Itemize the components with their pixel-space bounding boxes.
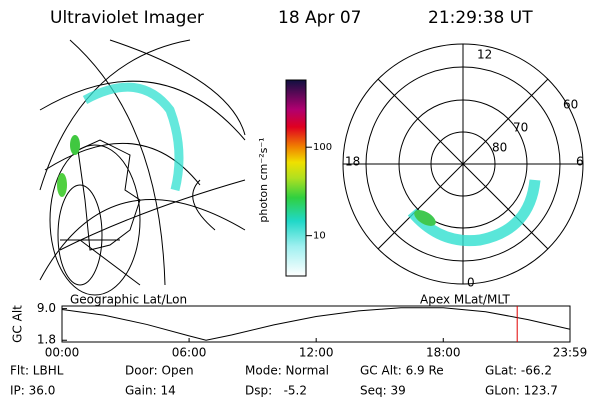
lat-label: 80: [492, 141, 507, 155]
y-tick-label: 9.0: [37, 301, 56, 315]
status-field: Gain: 14: [125, 384, 176, 398]
colorbar: [285, 79, 307, 277]
colorbar-tick-label: 100: [313, 142, 332, 153]
polar-label: Apex MLat/MLT: [420, 293, 510, 307]
y-tick-label: 1.8: [37, 333, 56, 347]
altitude-ylabel: GC Alt: [11, 305, 25, 343]
status-field: Flt: LBHL: [10, 364, 64, 378]
status-field: Mode: Normal: [245, 364, 329, 378]
lat-label: 60: [563, 98, 578, 112]
status-field: GLat: -66.2: [485, 364, 552, 378]
geo-map: [39, 39, 246, 296]
date: 18 Apr 07: [278, 8, 361, 28]
map-label: Geographic Lat/Lon: [70, 293, 187, 307]
title: Ultraviolet Imager: [50, 8, 204, 28]
mlt-label: 0: [467, 276, 475, 290]
mlt-label: 12: [477, 48, 492, 62]
polar-grid: [342, 43, 584, 285]
colorbar-label: photon cm⁻²s⁻¹: [257, 137, 270, 222]
status-field: Door: Open: [125, 364, 194, 378]
mlt-label: 6: [576, 155, 584, 169]
colorbar-tick-label: 10: [313, 231, 326, 242]
status-field: IP: 36.0: [10, 384, 55, 398]
altitude-frame: [61, 305, 571, 343]
status-field: Seq: 39: [360, 384, 406, 398]
status-field: GLon: 123.7: [485, 384, 558, 398]
lat-label: 70: [513, 121, 528, 135]
mlt-label: 18: [345, 155, 360, 169]
x-tick-label: 06:00: [172, 346, 207, 360]
time: 21:29:38 UT: [428, 8, 533, 28]
x-tick-label: 12:00: [299, 346, 334, 360]
status-field: GC Alt: 6.9 Re: [360, 364, 444, 378]
altitude-line: [61, 307, 571, 341]
x-tick-label: 23:59: [553, 346, 588, 360]
x-tick-label: 18:00: [426, 346, 461, 360]
status-field: Dsp: -5.2: [245, 384, 307, 398]
x-tick-label: 00:00: [45, 346, 80, 360]
